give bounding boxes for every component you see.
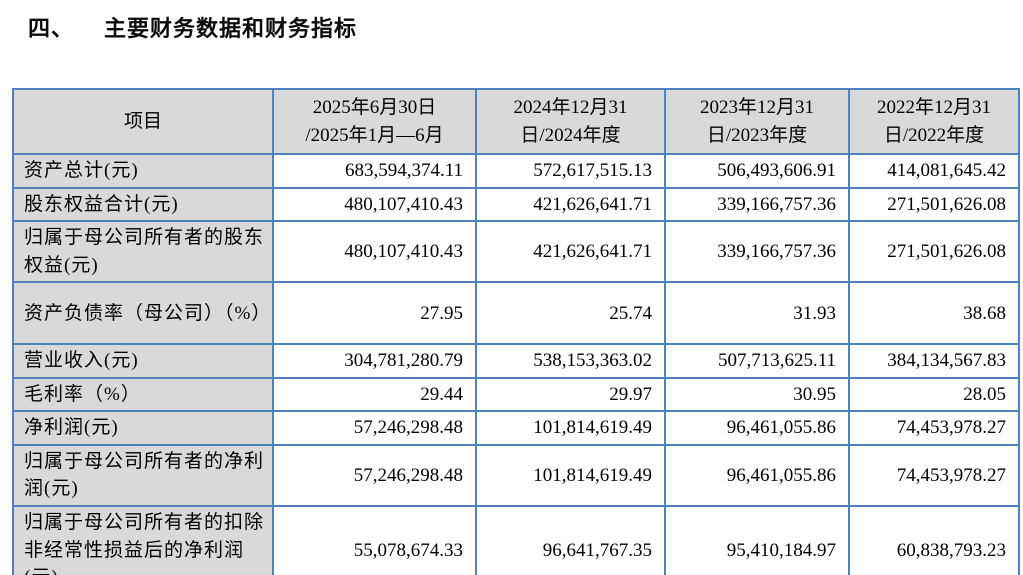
cell-value: 480,107,410.43 xyxy=(272,186,477,223)
table-row-total-assets: 资产总计(元) 683,594,374.11 572,617,515.13 50… xyxy=(12,153,1020,189)
row-label: 股东权益合计(元) xyxy=(12,186,274,223)
column-header-2025: 2025年6月30日 /2025年1月—6月 xyxy=(272,87,477,156)
row-label: 资产负债率（母公司）（%） xyxy=(12,281,274,346)
cell-value: 96,461,055.86 xyxy=(664,443,850,508)
cell-value: 25.74 xyxy=(475,281,666,346)
cell-value: 101,814,619.49 xyxy=(475,443,666,508)
cell-value: 57,246,298.48 xyxy=(272,443,477,508)
cell-value: 339,166,757.36 xyxy=(664,186,850,223)
cell-value: 60,838,793.23 xyxy=(848,505,1020,575)
cell-value: 96,641,767.35 xyxy=(475,505,666,575)
cell-value: 95,410,184.97 xyxy=(664,505,850,575)
table-row-total-equity: 股东权益合计(元) 480,107,410.43 421,626,641.71 … xyxy=(12,186,1020,223)
cell-value: 271,501,626.08 xyxy=(848,220,1020,284)
table-row-parent-net-profit: 归属于母公司所有者的净利润(元) 57,246,298.48 101,814,6… xyxy=(12,443,1020,508)
cell-value: 507,713,625.11 xyxy=(664,343,850,379)
cell-value: 421,626,641.71 xyxy=(475,186,666,223)
column-header-item: 项目 xyxy=(12,87,274,156)
cell-value: 506,493,606.91 xyxy=(664,153,850,189)
cell-value: 29.44 xyxy=(272,376,477,413)
table-row-net-profit: 净利润(元) 57,246,298.48 101,814,619.49 96,4… xyxy=(12,410,1020,446)
cell-value: 74,453,978.27 xyxy=(848,443,1020,508)
row-label: 营业收入(元) xyxy=(12,343,274,379)
cell-value: 101,814,619.49 xyxy=(475,410,666,446)
cell-value: 421,626,641.71 xyxy=(475,220,666,284)
cell-value: 55,078,674.33 xyxy=(272,505,477,575)
cell-value: 538,153,363.02 xyxy=(475,343,666,379)
cell-value: 29.97 xyxy=(475,376,666,413)
section-title: 主要财务数据和财务指标 xyxy=(104,16,358,41)
cell-value: 572,617,515.13 xyxy=(475,153,666,189)
table-row-parent-equity: 归属于母公司所有者的股东权益(元) 480,107,410.43 421,626… xyxy=(12,220,1020,284)
cell-value: 339,166,757.36 xyxy=(664,220,850,284)
section-number: 四、 xyxy=(28,16,75,41)
table-row-revenue: 营业收入(元) 304,781,280.79 538,153,363.02 50… xyxy=(12,343,1020,379)
row-label: 资产总计(元) xyxy=(12,153,274,189)
table-row-deducted-net-profit: 归属于母公司所有者的扣除非经常性损益后的净利润(元) 55,078,674.33… xyxy=(12,505,1020,575)
cell-value: 28.05 xyxy=(848,376,1020,413)
financial-data-table: 项目 2025年6月30日 /2025年1月—6月 2024年12月31 日/2… xyxy=(12,87,1020,575)
table-header-row: 项目 2025年6月30日 /2025年1月—6月 2024年12月31 日/2… xyxy=(12,87,1020,156)
column-header-2024: 2024年12月31 日/2024年度 xyxy=(475,87,666,156)
row-label: 归属于母公司所有者的净利润(元) xyxy=(12,443,274,508)
cell-value: 96,461,055.86 xyxy=(664,410,850,446)
cell-value: 304,781,280.79 xyxy=(272,343,477,379)
row-label: 归属于母公司所有者的扣除非经常性损益后的净利润(元) xyxy=(12,505,274,575)
cell-value: 683,594,374.11 xyxy=(272,153,477,189)
cell-value: 31.93 xyxy=(664,281,850,346)
cell-value: 38.68 xyxy=(848,281,1020,346)
section-heading: 四、 主要财务数据和财务指标 xyxy=(28,11,357,43)
cell-value: 30.95 xyxy=(664,376,850,413)
cell-value: 414,081,645.42 xyxy=(848,153,1020,189)
table-row-debt-ratio: 资产负债率（母公司）（%） 27.95 25.74 31.93 38.68 xyxy=(12,281,1020,346)
cell-value: 384,134,567.83 xyxy=(848,343,1020,379)
column-header-2022: 2022年12月31 日/2022年度 xyxy=(848,87,1020,156)
row-label: 净利润(元) xyxy=(12,410,274,446)
column-header-2023: 2023年12月31 日/2023年度 xyxy=(664,87,850,156)
row-label: 毛利率（%） xyxy=(12,376,274,413)
cell-value: 57,246,298.48 xyxy=(272,410,477,446)
table-row-gross-margin: 毛利率（%） 29.44 29.97 30.95 28.05 xyxy=(12,376,1020,413)
cell-value: 74,453,978.27 xyxy=(848,410,1020,446)
cell-value: 271,501,626.08 xyxy=(848,186,1020,223)
row-label: 归属于母公司所有者的股东权益(元) xyxy=(12,220,274,284)
cell-value: 480,107,410.43 xyxy=(272,220,477,284)
cell-value: 27.95 xyxy=(272,281,477,346)
